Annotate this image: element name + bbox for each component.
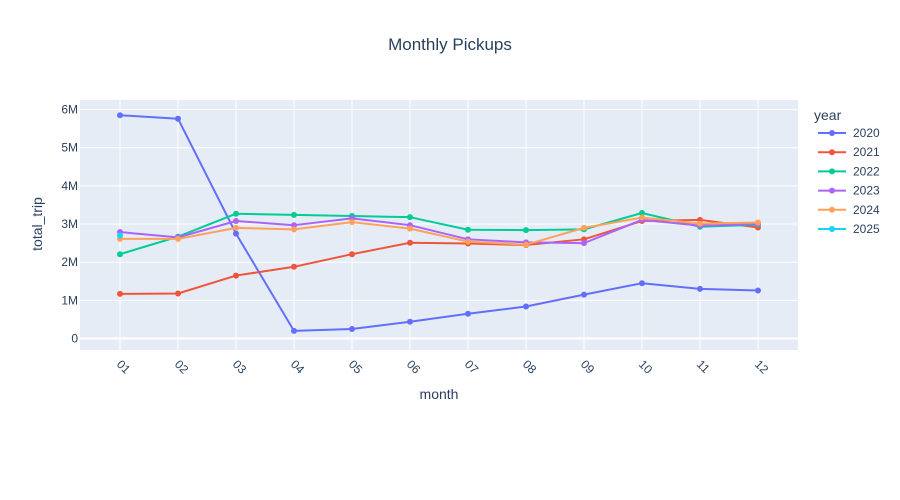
data-point-2024 [407,225,413,232]
data-point-2024 [291,226,297,233]
y-tick-label: 0 [71,332,78,346]
legend-label-2023: 2023 [853,184,880,198]
legend-marker-2024 [829,206,835,213]
data-point-2024 [349,219,355,226]
series-line-2020 [119,114,759,332]
legend-marker-2022 [829,168,835,175]
y-tick-label: 5M [61,141,78,155]
y-tick-label: 6M [61,103,78,117]
data-point-2020 [117,112,123,119]
data-point-2024 [697,220,703,227]
data-point-2024 [465,238,471,245]
legend-label-2020: 2020 [853,126,880,140]
data-point-2021 [349,251,355,258]
data-point-2024 [639,214,645,221]
y-tick-label: 1M [61,293,78,307]
legend-label-2022: 2022 [853,164,880,178]
y-axis-title: total_trip [29,197,45,251]
data-point-2021 [117,290,123,297]
data-point-2022 [523,227,529,234]
chart-title: Monthly Pickups [388,35,512,54]
data-point-2024 [581,224,587,231]
data-point-2021 [233,272,239,279]
data-point-2021 [407,239,413,246]
data-point-2022 [117,251,123,258]
data-point-2020 [465,310,471,317]
data-point-2020 [581,291,587,298]
legend-marker-2025 [829,226,835,232]
data-point-2021 [291,263,297,270]
data-point-2020 [523,303,529,310]
legend: year 2020 2021 2022 2023 2024 2025 [814,107,880,236]
x-axis-title: month [420,386,459,402]
data-point-2024 [175,235,181,242]
legend-marker-2020 [829,130,835,136]
data-point-2020 [755,287,761,294]
data-point-2020 [175,115,181,122]
data-point-2020 [639,280,645,287]
y-tick-label: 3M [61,217,78,231]
legend-label-2024: 2024 [853,203,880,217]
data-point-2024 [233,224,239,231]
y-tick-label: 2M [61,255,78,269]
data-point-2022 [639,209,645,216]
legend-label-2021: 2021 [853,145,880,159]
data-point-2023 [581,240,587,247]
legend-marker-2021 [829,149,835,156]
y-tick-label: 4M [61,179,78,193]
data-point-2025 [117,232,123,239]
data-point-2023 [233,217,239,224]
series-line-2024 [120,216,759,246]
plot-background [80,100,798,350]
data-point-2020 [233,230,239,237]
legend-title: year [814,107,842,123]
data-point-2021 [175,290,181,297]
series-line-2023 [119,217,759,245]
legend-label-2025: 2025 [853,222,880,236]
series-line-2022 [119,211,759,256]
data-point-2020 [407,318,413,325]
data-point-2022 [465,226,471,233]
data-point-2023 [291,222,297,229]
data-point-2022 [233,210,239,217]
data-point-2020 [349,326,355,333]
legend-marker-2023 [829,187,835,194]
data-point-2022 [407,214,413,221]
data-point-2020 [291,327,297,334]
data-point-2024 [523,241,529,248]
data-point-2024 [755,219,761,226]
data-point-2020 [697,285,703,292]
data-point-2022 [291,211,297,218]
